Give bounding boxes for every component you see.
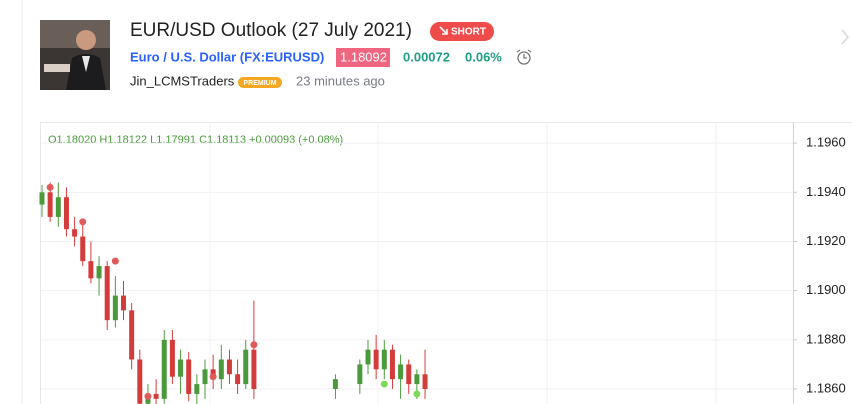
candle-body — [47, 192, 53, 217]
signal-dot — [79, 218, 87, 226]
candle-body — [72, 229, 78, 237]
candle-body — [332, 379, 338, 390]
time-ago: 23 minutes ago — [296, 73, 385, 88]
premium-label: PREMIUM — [243, 80, 276, 87]
candle-body — [381, 349, 387, 370]
signal-dot — [380, 380, 388, 388]
candle-body — [398, 364, 404, 380]
candle-body — [121, 295, 126, 311]
candle-body — [226, 359, 232, 375]
short-arrow — [439, 26, 448, 35]
candle-body — [55, 197, 61, 217]
signal-dot — [209, 373, 217, 381]
author[interactable]: Jin_LCMSTraders — [130, 73, 235, 88]
candle-body — [39, 192, 45, 205]
premium-badge — [238, 77, 282, 88]
avatar — [40, 20, 110, 90]
candle-body — [161, 339, 167, 399]
chart-frame — [40, 122, 852, 404]
short-label: SHORT — [451, 27, 486, 38]
signal-dot — [46, 183, 54, 191]
candle-body — [80, 236, 86, 262]
candle-body — [194, 384, 200, 394]
candle-body — [169, 339, 175, 377]
candle-body — [251, 349, 257, 390]
y-tick-label: 1.1900 — [806, 282, 846, 297]
candle-body — [373, 349, 379, 370]
y-tick-label: 1.1940 — [806, 184, 846, 199]
vertical-grid — [209, 123, 717, 404]
candle-body — [178, 359, 184, 377]
signal-dot — [144, 392, 152, 400]
candle-body — [422, 374, 428, 390]
short-badge — [430, 22, 494, 41]
candle-body — [243, 349, 249, 385]
signal-dot — [250, 341, 258, 349]
y-tick-label: 1.1880 — [806, 331, 846, 346]
price-change: 0.00072 — [403, 49, 450, 64]
candle-body — [63, 197, 69, 230]
grid — [41, 142, 793, 390]
price-change-percent: 0.06% — [465, 49, 502, 64]
candle-body — [137, 359, 143, 404]
candle-body — [88, 261, 94, 279]
candle-body — [389, 349, 395, 380]
candle-body — [202, 369, 208, 385]
price: 1.18092 — [340, 49, 387, 64]
y-tick-label: 1.1860 — [806, 380, 846, 395]
candle-body — [365, 349, 371, 365]
signal-dot — [413, 390, 421, 398]
alert-icon[interactable] — [516, 49, 532, 65]
next-arrow[interactable] — [841, 29, 849, 45]
idea-title: EUR/USD Outlook (27 July 2021) — [130, 20, 412, 41]
candle-body — [104, 266, 110, 321]
candle-body — [129, 310, 135, 360]
candle-body — [96, 266, 102, 279]
symbol-link[interactable]: Euro / U.S. Dollar (FX:EURUSD) — [130, 49, 324, 64]
signal-dot — [111, 257, 119, 265]
y-tick-label: 1.1920 — [806, 233, 846, 248]
candle-body — [153, 393, 159, 399]
y-tick-label: 1.1960 — [806, 135, 846, 150]
candle-body — [218, 359, 224, 380]
candle-body — [406, 364, 412, 385]
candle-body — [414, 374, 420, 385]
candle-body — [235, 374, 241, 385]
ohlc-legend: O1.18020 H1.18122 L1.17991 C1.18113 +0.0… — [48, 134, 343, 146]
candle-body — [186, 359, 192, 394]
price-box — [336, 48, 390, 67]
candle-body — [112, 295, 118, 321]
candle-body — [357, 364, 363, 385]
